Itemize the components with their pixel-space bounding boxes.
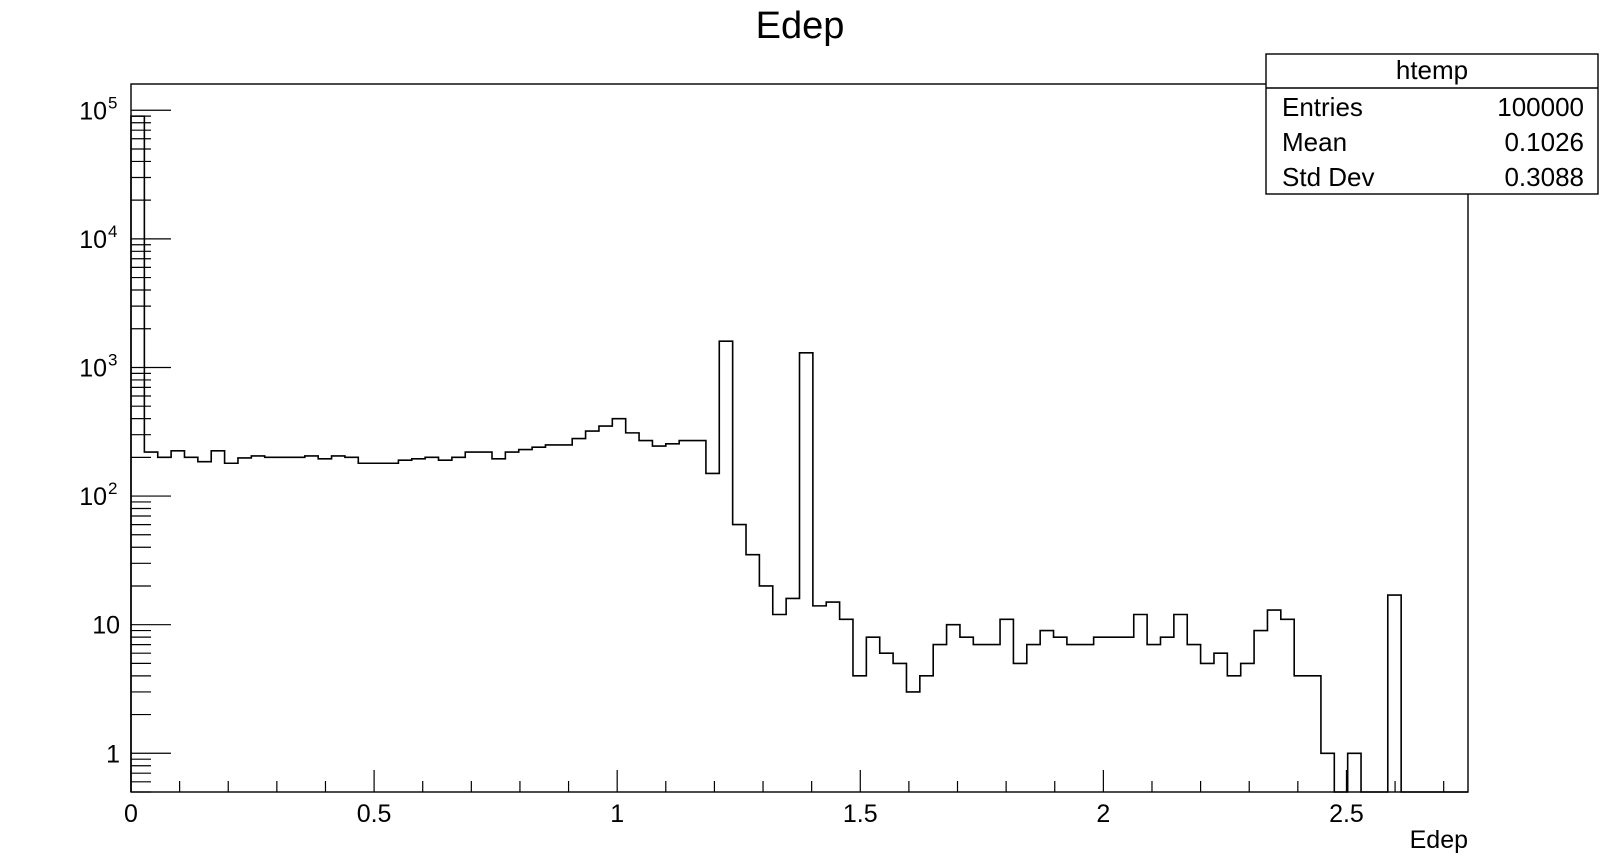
- stats-title: htemp: [1396, 55, 1468, 85]
- svg-text:1: 1: [106, 740, 120, 768]
- x-tick-label: 1.5: [843, 800, 878, 828]
- x-tick-label: 1: [610, 800, 624, 828]
- svg-text:10: 10: [79, 483, 107, 511]
- stats-entries-value: 100000: [1497, 92, 1584, 122]
- svg-text:10: 10: [79, 97, 107, 125]
- axis-ticks: [130, 109, 1445, 793]
- stats-box: htemp Entries 100000 Mean 0.1026 Std Dev…: [1265, 53, 1599, 195]
- x-tick-label: 0.5: [357, 800, 392, 828]
- x-tick-labels: 0 0.5 1 1.5 2 2.5: [124, 800, 1364, 828]
- y-tick-label: 10: [92, 612, 120, 640]
- x-axis-title: Edep: [1410, 826, 1468, 854]
- svg-text:10: 10: [79, 354, 107, 382]
- svg-text:4: 4: [108, 222, 117, 241]
- plot-frame: [130, 83, 1469, 793]
- y-tick-label: 10 3: [79, 350, 117, 382]
- svg-text:10: 10: [79, 226, 107, 254]
- y-tick-label: 10 5: [79, 93, 117, 125]
- svg-text:3: 3: [108, 350, 117, 369]
- histogram-line: [130, 115, 1468, 793]
- stats-entries-label: Entries: [1282, 92, 1363, 122]
- y-tick-label: 10 4: [79, 222, 117, 254]
- svg-text:5: 5: [108, 93, 117, 112]
- stats-mean-label: Mean: [1282, 127, 1347, 157]
- y-tick-label: 10 2: [79, 479, 117, 511]
- svg-text:10: 10: [92, 612, 120, 640]
- stats-stddev-value: 0.3088: [1504, 162, 1584, 192]
- x-tick-label: 2: [1096, 800, 1110, 828]
- y-tick-label: 1: [106, 740, 120, 768]
- svg-text:2: 2: [108, 479, 117, 498]
- stats-mean-value: 0.1026: [1504, 127, 1584, 157]
- x-tick-label: 0: [124, 800, 138, 828]
- x-tick-label: 2.5: [1329, 800, 1364, 828]
- chart-title: Edep: [756, 5, 845, 47]
- stats-stddev-label: Std Dev: [1282, 162, 1375, 192]
